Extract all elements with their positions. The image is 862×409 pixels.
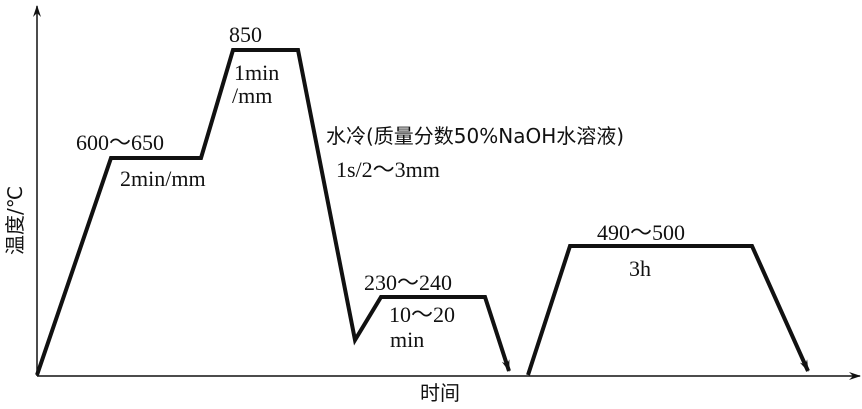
austenitize-temp-label: 850 (229, 22, 262, 47)
temper2-temp-label: 490～500 (597, 220, 685, 245)
austenitize-time-label-1: 1min (234, 60, 279, 85)
x-axis-label: 时间 (420, 381, 460, 405)
temper1-time-label-2: min (390, 327, 424, 352)
process-curve-temper2 (526, 244, 810, 376)
temper1-temp-label: 230～240 (364, 270, 452, 295)
quench-medium-label: 水冷(质量分数50%NaOH水溶液) (326, 124, 624, 148)
quench-time-label: 1s/2～3mm (336, 157, 440, 182)
temper1-time-label-1: 10～20 (389, 302, 455, 327)
y-axis-label: 温度/℃ (3, 186, 27, 255)
process-curve-quench-temper (35, 48, 511, 376)
preheat-temp-label: 600～650 (76, 130, 164, 155)
temper2-time-label: 3h (629, 256, 651, 281)
austenitize-time-label-2: /mm (232, 83, 272, 108)
preheat-time-label: 2min/mm (120, 166, 206, 191)
